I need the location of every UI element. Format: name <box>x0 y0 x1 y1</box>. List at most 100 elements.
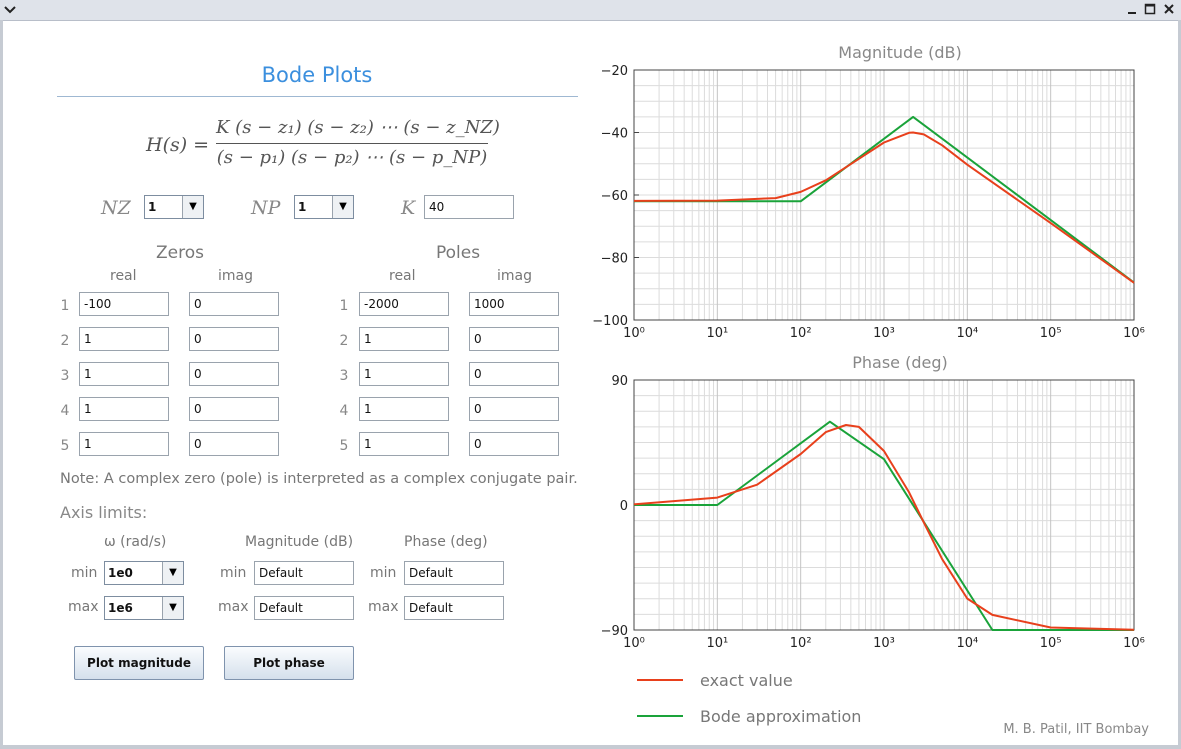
window-menu-icon[interactable] <box>2 2 18 18</box>
zero-3-real-input[interactable] <box>79 362 169 386</box>
y-tick-label: −80 <box>601 252 628 267</box>
close-icon[interactable] <box>1161 2 1177 18</box>
np-select[interactable]: 1 ▼ <box>294 195 354 219</box>
nz-select[interactable]: 1 ▼ <box>144 195 204 219</box>
phase-min-input[interactable] <box>404 561 504 585</box>
pole-5-real-input[interactable] <box>359 432 449 456</box>
phase-max-label: max <box>368 599 399 615</box>
pole-3-imag-input[interactable] <box>469 362 559 386</box>
k-label: K <box>401 197 416 219</box>
formula-numerator: K (s − z₁) (s − z₂) ⋯ (s − z_NZ) <box>216 117 500 138</box>
pole-1-real-input[interactable] <box>359 292 449 316</box>
mag-max-label: max <box>218 599 249 615</box>
formula-fraction-bar <box>216 143 488 144</box>
y-tick-label: 0 <box>620 499 628 514</box>
pole-row-number: 1 <box>339 298 349 314</box>
y-tick-label: −60 <box>601 189 628 204</box>
zero-5-real-input[interactable] <box>79 432 169 456</box>
omega-max-value: 1e6 <box>108 601 133 615</box>
legend-label: Bode approximation <box>700 707 861 726</box>
plot-frame <box>633 379 1135 631</box>
window-frame-left <box>0 20 3 749</box>
zero-5-imag-input[interactable] <box>189 432 279 456</box>
k-input[interactable] <box>424 195 514 219</box>
omega-label: ω (rad/s) <box>104 534 167 550</box>
zeros-imag-label: imag <box>218 268 253 284</box>
window-frame-bottom <box>0 745 1181 749</box>
x-tick-label: 10⁶ <box>1123 636 1145 651</box>
zero-row-number: 1 <box>60 298 70 314</box>
omega-max-label: max <box>68 599 99 615</box>
x-tick-label: 10¹ <box>706 636 728 651</box>
y-tick-label: −20 <box>601 64 628 79</box>
zero-1-real-input[interactable] <box>79 292 169 316</box>
pole-2-real-input[interactable] <box>359 327 449 351</box>
exact-value-series <box>633 424 1135 631</box>
zero-row-number: 4 <box>60 403 70 419</box>
zero-4-imag-input[interactable] <box>189 397 279 421</box>
y-tick-label: −100 <box>592 314 628 329</box>
mag-min-input[interactable] <box>254 561 354 585</box>
window-frame-right <box>1178 20 1181 749</box>
chevron-down-icon[interactable]: ▼ <box>162 562 183 584</box>
axis-limits-heading: Axis limits: <box>60 503 148 522</box>
poles-imag-label: imag <box>497 268 532 284</box>
chevron-down-icon[interactable]: ▼ <box>182 196 203 218</box>
x-tick-label: 10⁴ <box>956 326 978 341</box>
pole-row-number: 3 <box>339 368 349 384</box>
legend-label: exact value <box>700 671 793 690</box>
pole-row-number: 2 <box>339 333 349 349</box>
np-label: NP <box>251 197 281 219</box>
zero-2-real-input[interactable] <box>79 327 169 351</box>
y-tick-label: −40 <box>601 127 628 142</box>
pole-1-imag-input[interactable] <box>469 292 559 316</box>
x-tick-label: 10⁰ <box>623 636 645 651</box>
omega-min-value: 1e0 <box>108 566 133 580</box>
omega-min-label: min <box>71 565 98 581</box>
pole-2-imag-input[interactable] <box>469 327 559 351</box>
minimize-icon[interactable] <box>1124 2 1140 18</box>
phase-max-input[interactable] <box>404 596 504 620</box>
phase-limits-label: Phase (deg) <box>404 534 488 550</box>
conjugate-note: Note: A complex zero (pole) is interpret… <box>60 471 578 487</box>
mag-min-label: min <box>220 565 247 581</box>
omega-max-select[interactable]: 1e6 ▼ <box>104 596 184 620</box>
title-divider <box>57 96 578 97</box>
x-tick-label: 10³ <box>873 636 895 651</box>
y-tick-label: 90 <box>611 374 628 389</box>
zero-3-imag-input[interactable] <box>189 362 279 386</box>
x-tick-label: 10⁵ <box>1040 636 1062 651</box>
zero-row-number: 3 <box>60 368 70 384</box>
plot-frame <box>633 69 1135 321</box>
magnitude-limits-label: Magnitude (dB) <box>245 534 354 550</box>
plot-magnitude-button[interactable]: Plot magnitude <box>74 646 204 680</box>
window-titlebar <box>0 0 1181 21</box>
pole-5-imag-input[interactable] <box>469 432 559 456</box>
zero-2-imag-input[interactable] <box>189 327 279 351</box>
pole-row-number: 5 <box>339 438 349 454</box>
chevron-down-icon[interactable]: ▼ <box>332 196 353 218</box>
chevron-down-icon[interactable]: ▼ <box>162 597 183 619</box>
zeros-real-label: real <box>110 268 137 284</box>
x-tick-label: 10⁴ <box>956 636 978 651</box>
pole-4-real-input[interactable] <box>359 397 449 421</box>
mag-max-input[interactable] <box>254 596 354 620</box>
zeros-heading: Zeros <box>156 243 204 263</box>
x-tick-label: 10⁶ <box>1123 326 1145 341</box>
omega-min-select[interactable]: 1e0 ▼ <box>104 561 184 585</box>
x-tick-label: 10³ <box>873 326 895 341</box>
bode-approximation-series <box>634 420 1134 631</box>
bode-approximation-series <box>634 115 1135 284</box>
page-title: Bode Plots <box>261 63 373 87</box>
zero-4-real-input[interactable] <box>79 397 169 421</box>
zero-row-number: 5 <box>60 438 70 454</box>
x-tick-label: 10⁰ <box>623 326 645 341</box>
credit-text: M. B. Patil, IIT Bombay <box>1003 722 1149 737</box>
maximize-icon[interactable] <box>1142 2 1158 18</box>
zero-1-imag-input[interactable] <box>189 292 279 316</box>
pole-3-real-input[interactable] <box>359 362 449 386</box>
pole-4-imag-input[interactable] <box>469 397 559 421</box>
plot-phase-button[interactable]: Plot phase <box>224 646 354 680</box>
formula-denominator: (s − p₁) (s − p₂) ⋯ (s − p_NP) <box>216 147 488 168</box>
